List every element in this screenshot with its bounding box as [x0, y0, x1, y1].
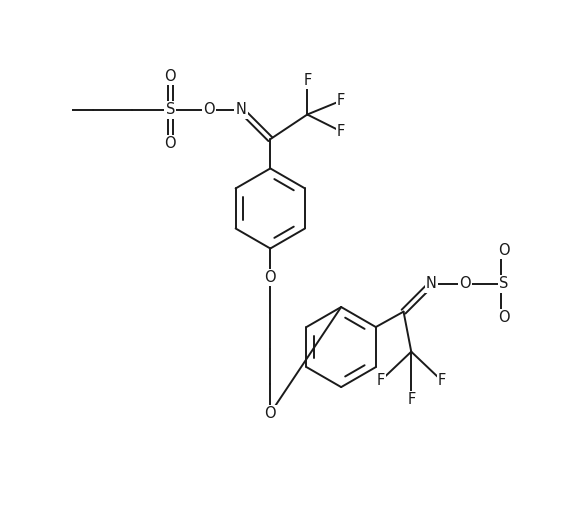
Text: O: O — [265, 270, 276, 285]
Text: O: O — [498, 310, 510, 325]
Text: N: N — [426, 277, 437, 292]
Text: F: F — [407, 392, 415, 407]
Text: F: F — [337, 93, 345, 108]
Text: O: O — [265, 406, 276, 421]
Text: O: O — [165, 68, 176, 83]
Text: O: O — [498, 242, 510, 257]
Text: O: O — [203, 103, 215, 118]
Text: F: F — [337, 124, 345, 139]
Text: F: F — [377, 373, 384, 388]
Text: S: S — [166, 103, 175, 118]
Text: N: N — [235, 103, 247, 118]
Text: O: O — [459, 277, 471, 292]
Text: S: S — [499, 277, 509, 292]
Text: O: O — [165, 136, 176, 151]
Text: F: F — [303, 73, 311, 88]
Text: F: F — [438, 373, 446, 388]
